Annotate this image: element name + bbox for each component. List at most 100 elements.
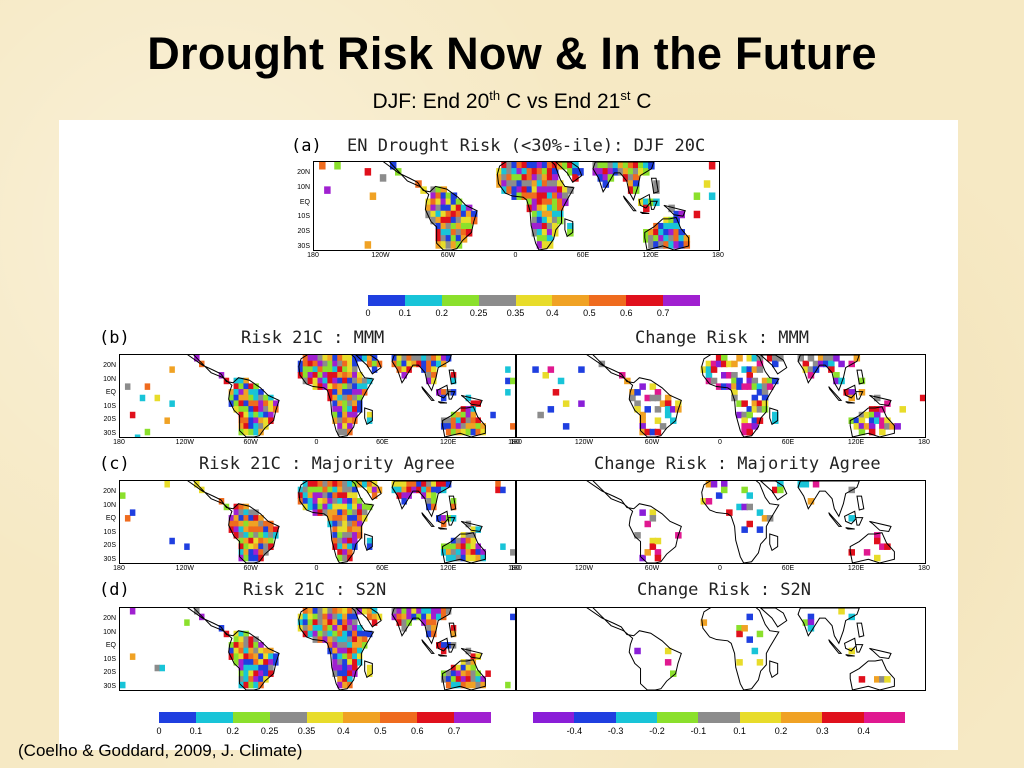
map-panel-d-right xyxy=(516,607,926,691)
grid-cell xyxy=(440,235,448,243)
grid-cell xyxy=(450,515,457,522)
coastline xyxy=(421,386,435,401)
grid-cell xyxy=(546,162,554,170)
grid-cell xyxy=(562,400,570,407)
grid-cell xyxy=(406,613,412,621)
grid-cell xyxy=(263,411,269,419)
grid-cell xyxy=(253,642,259,649)
colorbar-tick-label: 0.2 xyxy=(226,726,240,736)
grid-cell xyxy=(673,216,680,225)
grid-cell xyxy=(243,543,249,550)
grid-cell xyxy=(592,168,599,176)
grid-cell xyxy=(327,636,333,643)
grid-cell xyxy=(342,526,348,533)
grid-cell xyxy=(233,389,240,396)
grid-cell xyxy=(352,537,358,545)
grid-cell xyxy=(541,186,549,194)
coastline xyxy=(298,608,375,690)
coastline xyxy=(843,384,857,399)
grid-cell xyxy=(337,537,343,545)
grid-cell xyxy=(337,613,343,621)
grid-cell xyxy=(327,492,333,499)
grid-cell xyxy=(654,428,662,436)
grid-cell xyxy=(243,681,249,689)
grid-cell xyxy=(445,676,452,683)
lat-tick-label: 20N xyxy=(103,615,116,622)
grid-cell xyxy=(322,366,328,373)
grid-cell xyxy=(440,515,447,522)
grid-cell xyxy=(238,520,244,528)
coastline xyxy=(442,659,486,690)
grid-cell xyxy=(332,543,338,550)
grid-cell xyxy=(233,406,240,413)
grid-cell xyxy=(756,400,764,407)
grid-cell xyxy=(450,216,458,225)
grid-cell xyxy=(668,241,675,249)
grid-cell xyxy=(361,636,368,643)
grid-cell xyxy=(347,492,353,499)
grid-cell xyxy=(475,676,481,683)
grid-cell xyxy=(347,659,353,666)
grid-cell xyxy=(243,642,249,649)
grid-cell xyxy=(369,192,377,200)
grid-cell xyxy=(421,355,427,362)
grid-cell xyxy=(612,168,620,176)
grid-cell xyxy=(258,642,264,649)
coastline xyxy=(391,355,452,392)
coastline xyxy=(437,527,448,530)
grid-cell xyxy=(238,423,244,430)
grid-cell xyxy=(546,174,554,182)
grid-cell xyxy=(347,509,353,516)
grid-cell xyxy=(312,486,319,494)
grid-cell xyxy=(431,492,437,499)
grid-cell xyxy=(337,676,343,683)
grid-cell xyxy=(450,537,457,545)
grid-cell xyxy=(347,366,353,373)
grid-cell xyxy=(332,630,338,638)
grid-cell xyxy=(352,625,358,632)
grid-cell xyxy=(361,355,368,362)
grid-cell xyxy=(430,198,437,207)
grid-cell xyxy=(445,543,452,550)
panel-d-right-title: Change Risk : S2N xyxy=(637,580,811,600)
grid-cell xyxy=(357,394,363,402)
grid-cell xyxy=(253,509,259,516)
grid-cell xyxy=(536,204,544,213)
colorbar-swatch xyxy=(478,295,516,306)
grid-cell xyxy=(327,613,333,621)
grid-cell xyxy=(475,549,481,556)
grid-cell xyxy=(169,366,175,373)
grid-cell xyxy=(761,515,769,522)
grid-cell xyxy=(268,526,274,533)
grid-cell xyxy=(536,235,544,243)
grid-cell xyxy=(761,400,769,407)
grid-cell xyxy=(342,503,348,511)
grid-cell xyxy=(612,162,620,170)
colorbar-swatch xyxy=(863,712,905,723)
grid-cell xyxy=(248,659,254,666)
grid-cell xyxy=(342,492,348,499)
grid-cell xyxy=(761,406,769,413)
grid-cell xyxy=(510,377,515,385)
colorbar-tick-label: 0.25 xyxy=(469,308,488,318)
grid-cell xyxy=(510,423,515,430)
grid-cell xyxy=(342,659,348,666)
grid-cell xyxy=(426,481,432,488)
grid-cell xyxy=(248,676,254,683)
grid-cell xyxy=(440,186,448,194)
grid-cell xyxy=(361,630,368,638)
grid-cell xyxy=(401,625,407,632)
grid-cell xyxy=(629,389,636,396)
grid-cell xyxy=(526,180,534,188)
grid-cell xyxy=(848,549,855,556)
grid-cell xyxy=(248,515,254,522)
grid-cell xyxy=(567,162,574,170)
grid-cell xyxy=(253,406,259,413)
grid-cell xyxy=(238,377,244,385)
grid-cell xyxy=(731,389,738,396)
grid-cell xyxy=(352,411,358,419)
grid-cell xyxy=(243,526,249,533)
grid-cell xyxy=(445,241,453,249)
colorbar-tick-label: 0.4 xyxy=(337,726,350,736)
grid-cell xyxy=(807,613,815,621)
